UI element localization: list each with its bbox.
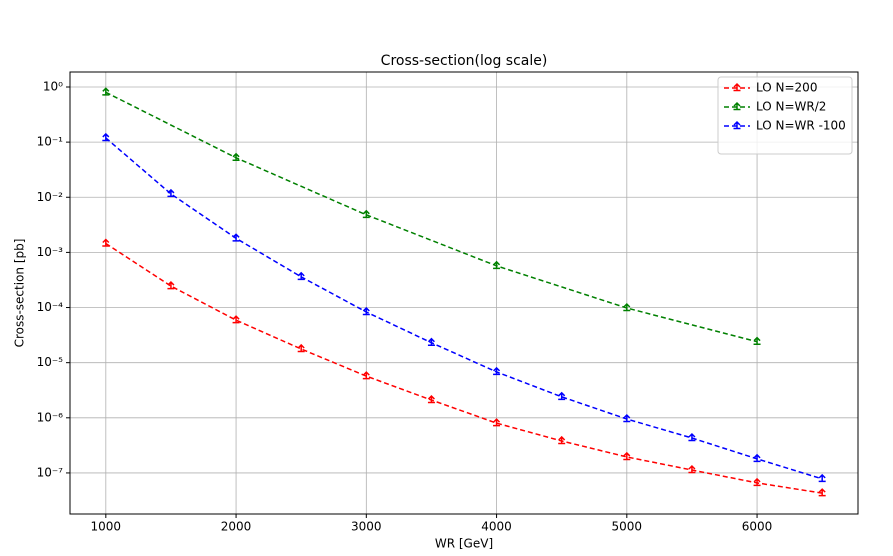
data-point	[753, 477, 761, 487]
data-point	[818, 488, 826, 497]
data-point	[427, 337, 435, 346]
data-point	[753, 336, 761, 345]
data-point	[427, 394, 435, 404]
y-tick-label: 10⁻¹	[37, 135, 64, 149]
data-point	[102, 132, 110, 142]
data-point	[102, 238, 110, 247]
data-point	[362, 371, 370, 380]
y-tick-label: 10⁻³	[37, 245, 64, 259]
legend-marker	[733, 120, 741, 130]
data-point	[167, 188, 175, 198]
x-tick-label: 1000	[91, 520, 122, 534]
x-tick-label: 2000	[221, 520, 252, 534]
data-point	[362, 209, 370, 219]
y-tick-label: 10⁻²	[37, 190, 64, 204]
y-axis-label: Cross-section [pb]	[13, 239, 27, 348]
series-line	[105, 137, 823, 480]
data-point	[558, 391, 566, 401]
series-line	[105, 91, 758, 343]
x-axis-label: WR [GeV]	[435, 537, 493, 551]
data-point	[297, 271, 305, 281]
plot-frame	[69, 71, 859, 515]
legend-marker	[733, 101, 741, 111]
data-point	[753, 453, 761, 463]
data-point	[362, 306, 370, 316]
data-point	[232, 233, 240, 242]
legend-marker	[733, 82, 741, 92]
y-tick-label: 10⁻⁵	[37, 355, 64, 369]
y-tick-label: 10⁻⁴	[37, 300, 64, 314]
data-point	[558, 435, 566, 445]
series-line	[105, 242, 823, 494]
data-point	[623, 302, 631, 312]
legend-label: LO N=WR -100	[756, 119, 846, 133]
x-tick-label: 3000	[351, 520, 382, 534]
data-point	[623, 451, 631, 461]
data-point	[493, 366, 501, 376]
data-point	[818, 473, 826, 483]
legend-label: LO N=WR/2	[756, 100, 826, 114]
x-tick-label: 6000	[742, 520, 773, 534]
data-point	[493, 260, 501, 270]
x-tick-label: 4000	[481, 520, 512, 534]
data-point	[688, 432, 696, 442]
data-point	[688, 464, 696, 474]
y-tick-label: 10⁻⁷	[37, 465, 64, 479]
legend-label: LO N=200	[756, 81, 817, 95]
data-point	[167, 281, 175, 290]
data-point	[102, 87, 110, 96]
x-tick-label: 5000	[612, 520, 643, 534]
legend	[717, 76, 853, 155]
data-point	[623, 413, 631, 423]
y-tick-label: 10⁰	[43, 79, 63, 93]
y-tick-label: 10⁻⁶	[37, 410, 64, 424]
data-point	[232, 152, 240, 162]
chart-title: Cross-section(log scale)	[381, 53, 548, 69]
data-point	[493, 418, 501, 427]
data-point	[232, 315, 240, 324]
data-point	[297, 343, 305, 353]
